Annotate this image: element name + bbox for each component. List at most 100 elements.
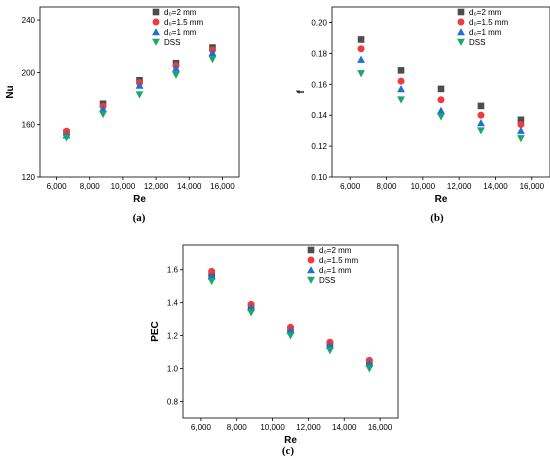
data-point [477,119,485,127]
data-point [357,70,365,78]
y-tick-label: 240 [22,16,36,25]
data-point [477,111,485,119]
data-point [397,96,405,104]
x-tick-label: 12,000 [296,423,321,432]
x-tick-label: 16,000 [368,423,393,432]
x-tick-label: 6,000 [340,182,361,191]
y-tick-label: 160 [22,121,36,130]
data-series [62,56,217,142]
x-tick-label: 10,000 [111,182,136,191]
legend-entry: d₀=1 mm [164,28,197,37]
legend-marker [307,266,315,274]
y-axis-label: Nu [5,85,16,98]
x-tick-label: 6,000 [191,423,212,432]
data-point [135,91,144,99]
legend-entry: d₀=1.5 mm [469,18,508,27]
y-tick-label: 0.20 [311,18,327,27]
x-tick-label: 8,000 [80,182,101,191]
x-tick-label: 12,000 [447,182,472,191]
legend-entry: d₀=2 mm [164,8,197,17]
data-point [326,347,334,355]
y-tick-label: 0.10 [311,173,327,182]
data-point [477,102,485,110]
legend-marker [307,256,315,264]
data-point [365,365,374,373]
data-point [517,126,525,134]
chart-panel-a: 6,000 8,000 10,000 12,000 14,000 16,000 120 160… [5,6,240,224]
data-point [397,67,405,74]
x-tick-label: 10,000 [260,423,285,432]
data-series [357,55,525,134]
data-series [357,45,525,128]
data-point [62,134,71,142]
data-point [517,116,525,124]
legend-entry: DSS [319,276,335,285]
x-tick-label: 10,000 [411,182,436,191]
chart-panel-b: 6,000 8,000 10,000 12,000 14,000 16,000 0.10 0.… [296,6,550,224]
x-tick-label: 12,000 [144,182,169,191]
data-point [172,71,180,79]
data-point [357,36,365,43]
data-point [437,85,445,93]
legend-entry: d₀=1.5 mm [319,256,358,265]
legend-marker [152,38,160,46]
legend-marker [152,18,160,26]
legend-entry: d₀=2 mm [469,8,502,17]
panel-label: (a) [133,212,146,224]
data-series [208,267,373,364]
legend-marker [457,18,465,26]
data-series [357,70,525,143]
data-point [207,272,216,280]
legend-entry: d₀=2 mm [319,246,352,255]
y-tick-label: 0.14 [311,111,327,120]
data-point [477,127,485,135]
chart-panel-c: 6,000 8,000 10,000 12,000 14,000 16,000 0.8 1.0… [150,244,399,457]
x-tick-label: 16,000 [520,182,545,191]
data-point [208,48,217,57]
x-tick-label: 8,000 [376,182,397,191]
data-point [172,64,180,72]
data-point [326,341,334,349]
data-point [357,45,365,53]
data-point [208,56,217,64]
data-point [135,81,144,89]
x-tick-label: 14,000 [483,182,508,191]
y-axis-label: f [296,90,307,94]
y-tick-label: 0.16 [311,80,327,89]
y-axis-label: PEC [150,321,161,342]
plot-frame [331,6,550,178]
data-point [517,120,525,128]
y-tick-label: 1.2 [167,332,179,341]
data-series [207,272,374,367]
panel-label: (b) [430,212,444,224]
y-tick-label: 0.8 [167,398,179,407]
legend-marker [457,38,465,46]
data-series [208,271,373,366]
data-point [286,332,295,340]
data-point [247,309,255,317]
x-tick-label: 16,000 [210,182,235,191]
x-axis-label: Re [435,194,448,205]
legend-marker [457,8,465,16]
panel-label: (c) [282,445,295,457]
data-point [208,267,216,275]
x-axis-label: Re [133,194,146,205]
data-point [63,127,71,135]
data-point [365,359,374,367]
legend-entry: d₀=1 mm [319,266,352,275]
data-point [397,77,405,85]
x-tick-label: 8,000 [227,423,248,432]
data-series [63,44,216,136]
data-series [207,277,374,373]
data-point [437,106,445,114]
y-tick-label: 200 [22,68,36,77]
plot-frame [39,6,240,178]
data-point [437,96,445,104]
legend-marker [152,28,160,36]
data-point [357,55,365,63]
data-point [207,277,216,286]
legend-entry: DSS [469,38,485,47]
